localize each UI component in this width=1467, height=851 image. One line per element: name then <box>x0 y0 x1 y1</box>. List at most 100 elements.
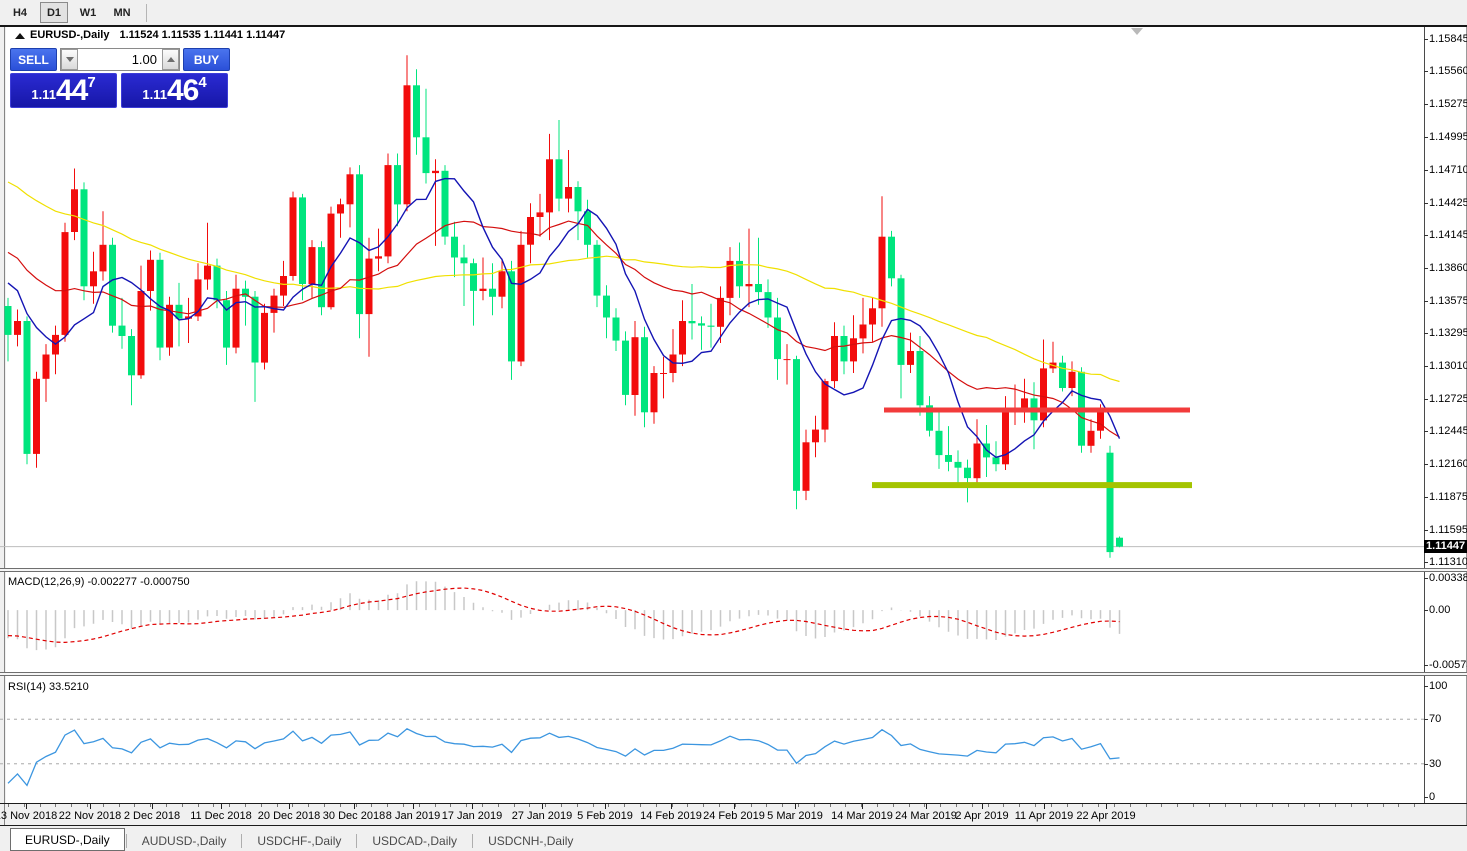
time-axis-label: 27 Jan 2019 <box>511 810 573 822</box>
time-axis-minor-tick <box>1383 804 1384 807</box>
candle <box>935 410 943 469</box>
time-axis-tick <box>542 804 543 809</box>
price-axis-label: 1.14710 <box>1429 164 1467 176</box>
moving-average-8[interactable] <box>7 177 1121 459</box>
volume-decrease-button[interactable] <box>61 49 78 70</box>
pane-splitter-macd[interactable] <box>0 568 1467 572</box>
time-axis-minor-tick <box>498 804 499 807</box>
time-axis-minor-tick <box>656 804 657 807</box>
candle <box>593 240 601 308</box>
macd-axis-label-tick <box>1424 578 1428 579</box>
time-axis-tick <box>1044 804 1045 809</box>
timeframe-button-d1[interactable]: D1 <box>40 2 68 23</box>
candle <box>622 331 629 406</box>
chart-symbol-label: EURUSD-,Daily <box>30 29 110 41</box>
candle <box>1021 378 1028 423</box>
candle <box>555 120 563 212</box>
time-axis-minor-tick <box>308 804 309 807</box>
volume-increase-button[interactable] <box>162 49 179 70</box>
time-axis-minor-tick <box>403 804 404 807</box>
timeframe-button-w1[interactable]: W1 <box>79 6 97 19</box>
candle <box>745 228 753 308</box>
time-axis-minor-tick <box>1177 804 1178 807</box>
volume-input[interactable] <box>78 49 162 70</box>
time-axis-minor-tick <box>719 804 720 807</box>
candle <box>1002 396 1009 470</box>
candle <box>346 167 354 228</box>
price-axis-label-tick <box>1424 170 1428 171</box>
time-axis-minor-tick <box>845 804 846 807</box>
time-axis-minor-tick <box>292 804 293 807</box>
candle <box>14 309 21 347</box>
time-axis-label: 24 Feb 2019 <box>703 810 765 822</box>
support-line[interactable] <box>872 482 1192 489</box>
time-axis-border <box>0 803 1467 804</box>
timeframe-button-mn[interactable]: MN <box>113 6 131 19</box>
buy-button[interactable]: BUY <box>183 48 230 71</box>
chart-tab-bar: EURUSD-,Daily AUDUSD-,Daily USDCHF-,Daily U… <box>0 828 1467 851</box>
candle <box>356 165 363 339</box>
candle <box>52 325 59 375</box>
sell-quote-panel[interactable]: 1.11 44 7 <box>10 73 117 108</box>
time-axis-label: 24 Mar 2019 <box>895 810 957 822</box>
candle <box>137 265 145 379</box>
time-axis-minor-tick <box>687 804 688 807</box>
time-axis-minor-tick <box>1161 804 1162 807</box>
candle <box>451 221 458 278</box>
time-axis-minor-tick <box>514 804 515 807</box>
sell-button[interactable]: SELL <box>10 48 57 71</box>
time-axis-minor-tick <box>940 804 941 807</box>
candle <box>897 274 905 399</box>
time-axis-label: 11 Apr 2019 <box>1014 810 1074 822</box>
candle <box>726 247 734 316</box>
macd-indicator-label: MACD(12,26,9) -0.002277 -0.000750 <box>8 576 190 588</box>
time-axis-tick <box>605 804 606 809</box>
time-axis-minor-tick <box>924 804 925 807</box>
rsi-axis-label-tick <box>1424 719 1428 720</box>
buy-quote-panel[interactable]: 1.11 46 4 <box>121 73 228 108</box>
time-axis-tick <box>982 804 983 809</box>
tab-audusd-daily[interactable]: AUDUSD-,Daily <box>141 834 227 848</box>
time-axis-minor-tick <box>830 804 831 807</box>
candle <box>793 355 800 510</box>
time-axis-minor-tick <box>1114 804 1115 807</box>
candle <box>242 280 249 326</box>
price-axis-label: 1.12725 <box>1429 393 1467 405</box>
collapse-chart-icon[interactable] <box>15 33 25 39</box>
tab-eurusd-daily[interactable]: EURUSD-,Daily <box>10 828 125 851</box>
moving-average-20[interactable] <box>7 220 1120 438</box>
price-axis-label-tick <box>1424 366 1428 367</box>
timeframe-button-h4[interactable]: H4 <box>12 6 28 19</box>
time-axis-minor-tick <box>229 804 230 807</box>
candle <box>470 258 477 326</box>
candle <box>669 329 677 383</box>
time-axis-minor-tick <box>71 804 72 807</box>
buy-price-pip: 4 <box>198 74 207 91</box>
time-axis-minor-tick <box>24 804 25 807</box>
time-axis-minor-tick <box>861 804 862 807</box>
price-axis-label: 1.14425 <box>1429 197 1467 209</box>
time-axis-minor-tick <box>466 804 467 807</box>
time-axis-label: 20 Dec 2018 <box>257 810 321 822</box>
tab-usdcad-daily[interactable]: USDCAD-,Daily <box>372 834 458 848</box>
time-axis-minor-tick <box>1146 804 1147 807</box>
candle <box>337 198 344 238</box>
pane-splitter-rsi[interactable] <box>0 672 1467 676</box>
time-axis-tick <box>354 804 355 809</box>
candle <box>859 297 867 354</box>
time-axis-tick <box>289 804 290 809</box>
tab-usdcnh-daily[interactable]: USDCNH-,Daily <box>488 834 574 848</box>
price-axis-label-tick <box>1424 71 1428 72</box>
moving-average-50[interactable] <box>7 181 1120 383</box>
tab-usdchf-daily[interactable]: USDCHF-,Daily <box>257 834 342 848</box>
time-axis-minor-tick <box>1003 804 1004 807</box>
rsi-axis-label: 30 <box>1429 758 1442 770</box>
time-axis-minor-tick <box>814 804 815 807</box>
resistance-line[interactable] <box>884 407 1190 413</box>
candle <box>536 193 544 237</box>
chart-shift-marker-icon[interactable] <box>1131 28 1143 35</box>
candle <box>270 288 278 333</box>
time-axis-minor-tick <box>356 804 357 807</box>
time-axis-minor-tick <box>40 804 41 807</box>
